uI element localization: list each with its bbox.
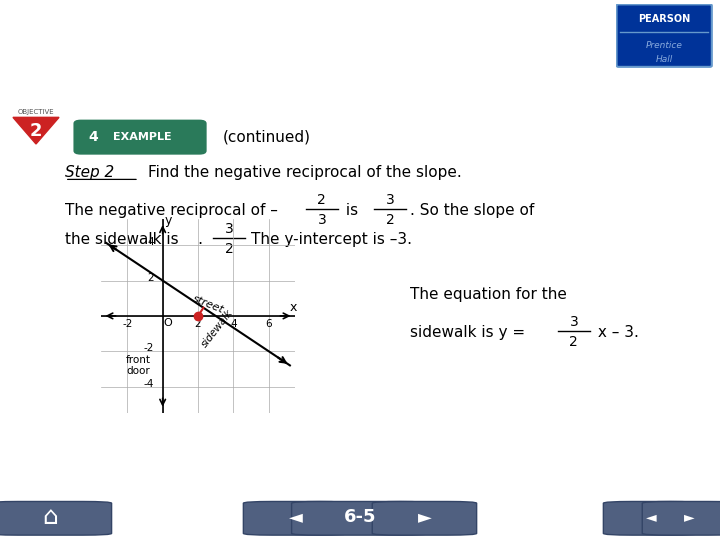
Text: Additional Examples: Additional Examples: [14, 76, 158, 89]
Text: x – 3.: x – 3.: [593, 325, 639, 340]
Text: front
door: front door: [125, 355, 150, 376]
Text: 4: 4: [89, 130, 99, 144]
Text: sidewalk: sidewalk: [199, 307, 235, 349]
Text: ▶: ▶: [195, 130, 205, 144]
Text: 4: 4: [230, 319, 237, 329]
Text: ◄: ◄: [646, 510, 656, 524]
FancyBboxPatch shape: [292, 502, 428, 535]
Text: 3: 3: [570, 315, 578, 329]
FancyBboxPatch shape: [642, 502, 720, 535]
Text: 2: 2: [225, 242, 233, 256]
Text: PEARSON: PEARSON: [638, 14, 690, 24]
Text: The negative reciprocal of –: The negative reciprocal of –: [65, 203, 278, 218]
Text: 2: 2: [318, 193, 326, 207]
Text: 6-5: 6-5: [343, 508, 377, 526]
Text: street: street: [192, 294, 225, 315]
Text: Parallel and Perpendicular Lines: Parallel and Perpendicular Lines: [14, 19, 395, 39]
Text: LESSON: LESSON: [333, 479, 387, 492]
Text: MAIN MENU: MAIN MENU: [9, 479, 91, 492]
Text: The y-intercept is –3.: The y-intercept is –3.: [251, 232, 412, 247]
Text: ◄: ◄: [289, 508, 303, 526]
Text: 3: 3: [386, 193, 395, 207]
Text: (continued): (continued): [223, 130, 311, 145]
Text: ►: ►: [418, 508, 432, 526]
Text: 2: 2: [194, 319, 202, 329]
Text: 6: 6: [266, 319, 272, 329]
Text: 2: 2: [570, 335, 578, 349]
Text: OBJECTIVE: OBJECTIVE: [18, 109, 54, 115]
Text: Find the negative reciprocal of the slope.: Find the negative reciprocal of the slop…: [148, 165, 462, 180]
Text: Hall: Hall: [656, 56, 672, 64]
FancyBboxPatch shape: [603, 502, 698, 535]
Text: sidewalk is y =: sidewalk is y =: [410, 325, 531, 340]
Text: x: x: [289, 301, 297, 314]
Text: ALGEBRA 1 LESSON 6-5: ALGEBRA 1 LESSON 6-5: [14, 51, 151, 60]
Text: y: y: [164, 214, 171, 227]
Polygon shape: [13, 117, 59, 144]
FancyBboxPatch shape: [372, 502, 477, 535]
FancyBboxPatch shape: [73, 120, 207, 154]
Text: 4: 4: [147, 237, 154, 247]
FancyBboxPatch shape: [0, 502, 112, 535]
Text: 2: 2: [386, 213, 395, 227]
Text: ►: ►: [685, 510, 695, 524]
Text: PAGE: PAGE: [652, 479, 688, 492]
Text: Step 2: Step 2: [65, 165, 114, 180]
Text: 3: 3: [225, 222, 233, 237]
Text: . So the slope of: . So the slope of: [410, 203, 534, 218]
Text: 3: 3: [318, 213, 326, 227]
Text: ⌂: ⌂: [42, 505, 58, 529]
Text: the sidewalk is    .: the sidewalk is .: [65, 232, 203, 247]
Text: O: O: [163, 318, 172, 328]
Text: -2: -2: [122, 319, 132, 329]
Text: Prentice: Prentice: [646, 40, 683, 50]
Text: 2: 2: [30, 123, 42, 140]
Text: -2: -2: [143, 343, 154, 353]
Text: -4: -4: [143, 379, 154, 389]
Text: The equation for the: The equation for the: [410, 287, 567, 302]
Text: is: is: [341, 203, 364, 218]
FancyBboxPatch shape: [243, 502, 348, 535]
Text: 2: 2: [147, 273, 154, 282]
FancyBboxPatch shape: [616, 4, 712, 67]
Text: EXAMPLE: EXAMPLE: [112, 132, 171, 142]
